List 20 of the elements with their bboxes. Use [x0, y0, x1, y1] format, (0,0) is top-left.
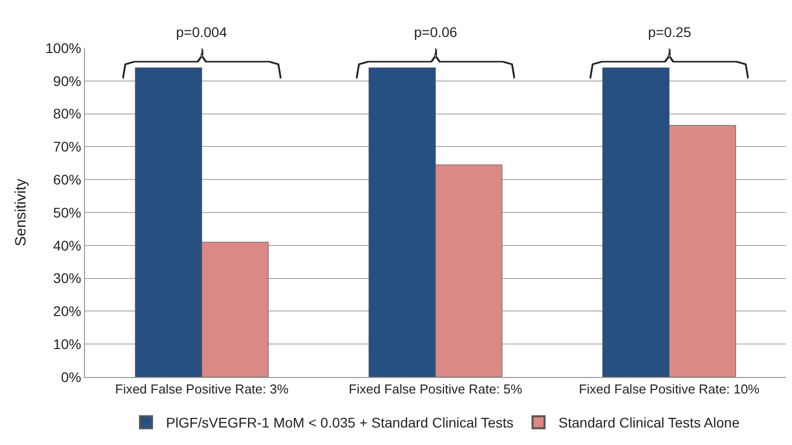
x-tick-label: Fixed False Positive Rate: 3%	[115, 382, 289, 397]
legend-label: PlGF/sVEGFR-1 MoM < 0.035 + Standard Clinical Tests	[166, 414, 514, 431]
legend-label: Standard Clinical Tests Alone	[558, 414, 740, 431]
y-tick-label: 80%	[53, 106, 82, 122]
y-tick-label: 90%	[53, 72, 82, 89]
y-tick-label: 0%	[60, 368, 82, 385]
y-tick-label: 30%	[53, 270, 82, 286]
y-tick-label: 60%	[53, 172, 82, 188]
y-tick-label: 70%	[53, 138, 82, 155]
x-tick-label: Fixed False Positive Rate: 5%	[348, 382, 523, 397]
text: p=0.25	[648, 24, 692, 40]
y-tick-label: 50%	[53, 204, 82, 220]
text: p=0.06	[414, 24, 458, 40]
y-tick-label: 40%	[53, 237, 82, 254]
x-tick-label: Fixed False Positive Rate: 10%	[578, 382, 760, 397]
y-tick-label: 100%	[45, 40, 82, 56]
y-tick-label: 10%	[53, 336, 82, 352]
y-tick-label: 20%	[53, 303, 82, 320]
y-axis-title: Sensitivity	[12, 178, 30, 246]
text: p=0.004	[176, 24, 228, 40]
